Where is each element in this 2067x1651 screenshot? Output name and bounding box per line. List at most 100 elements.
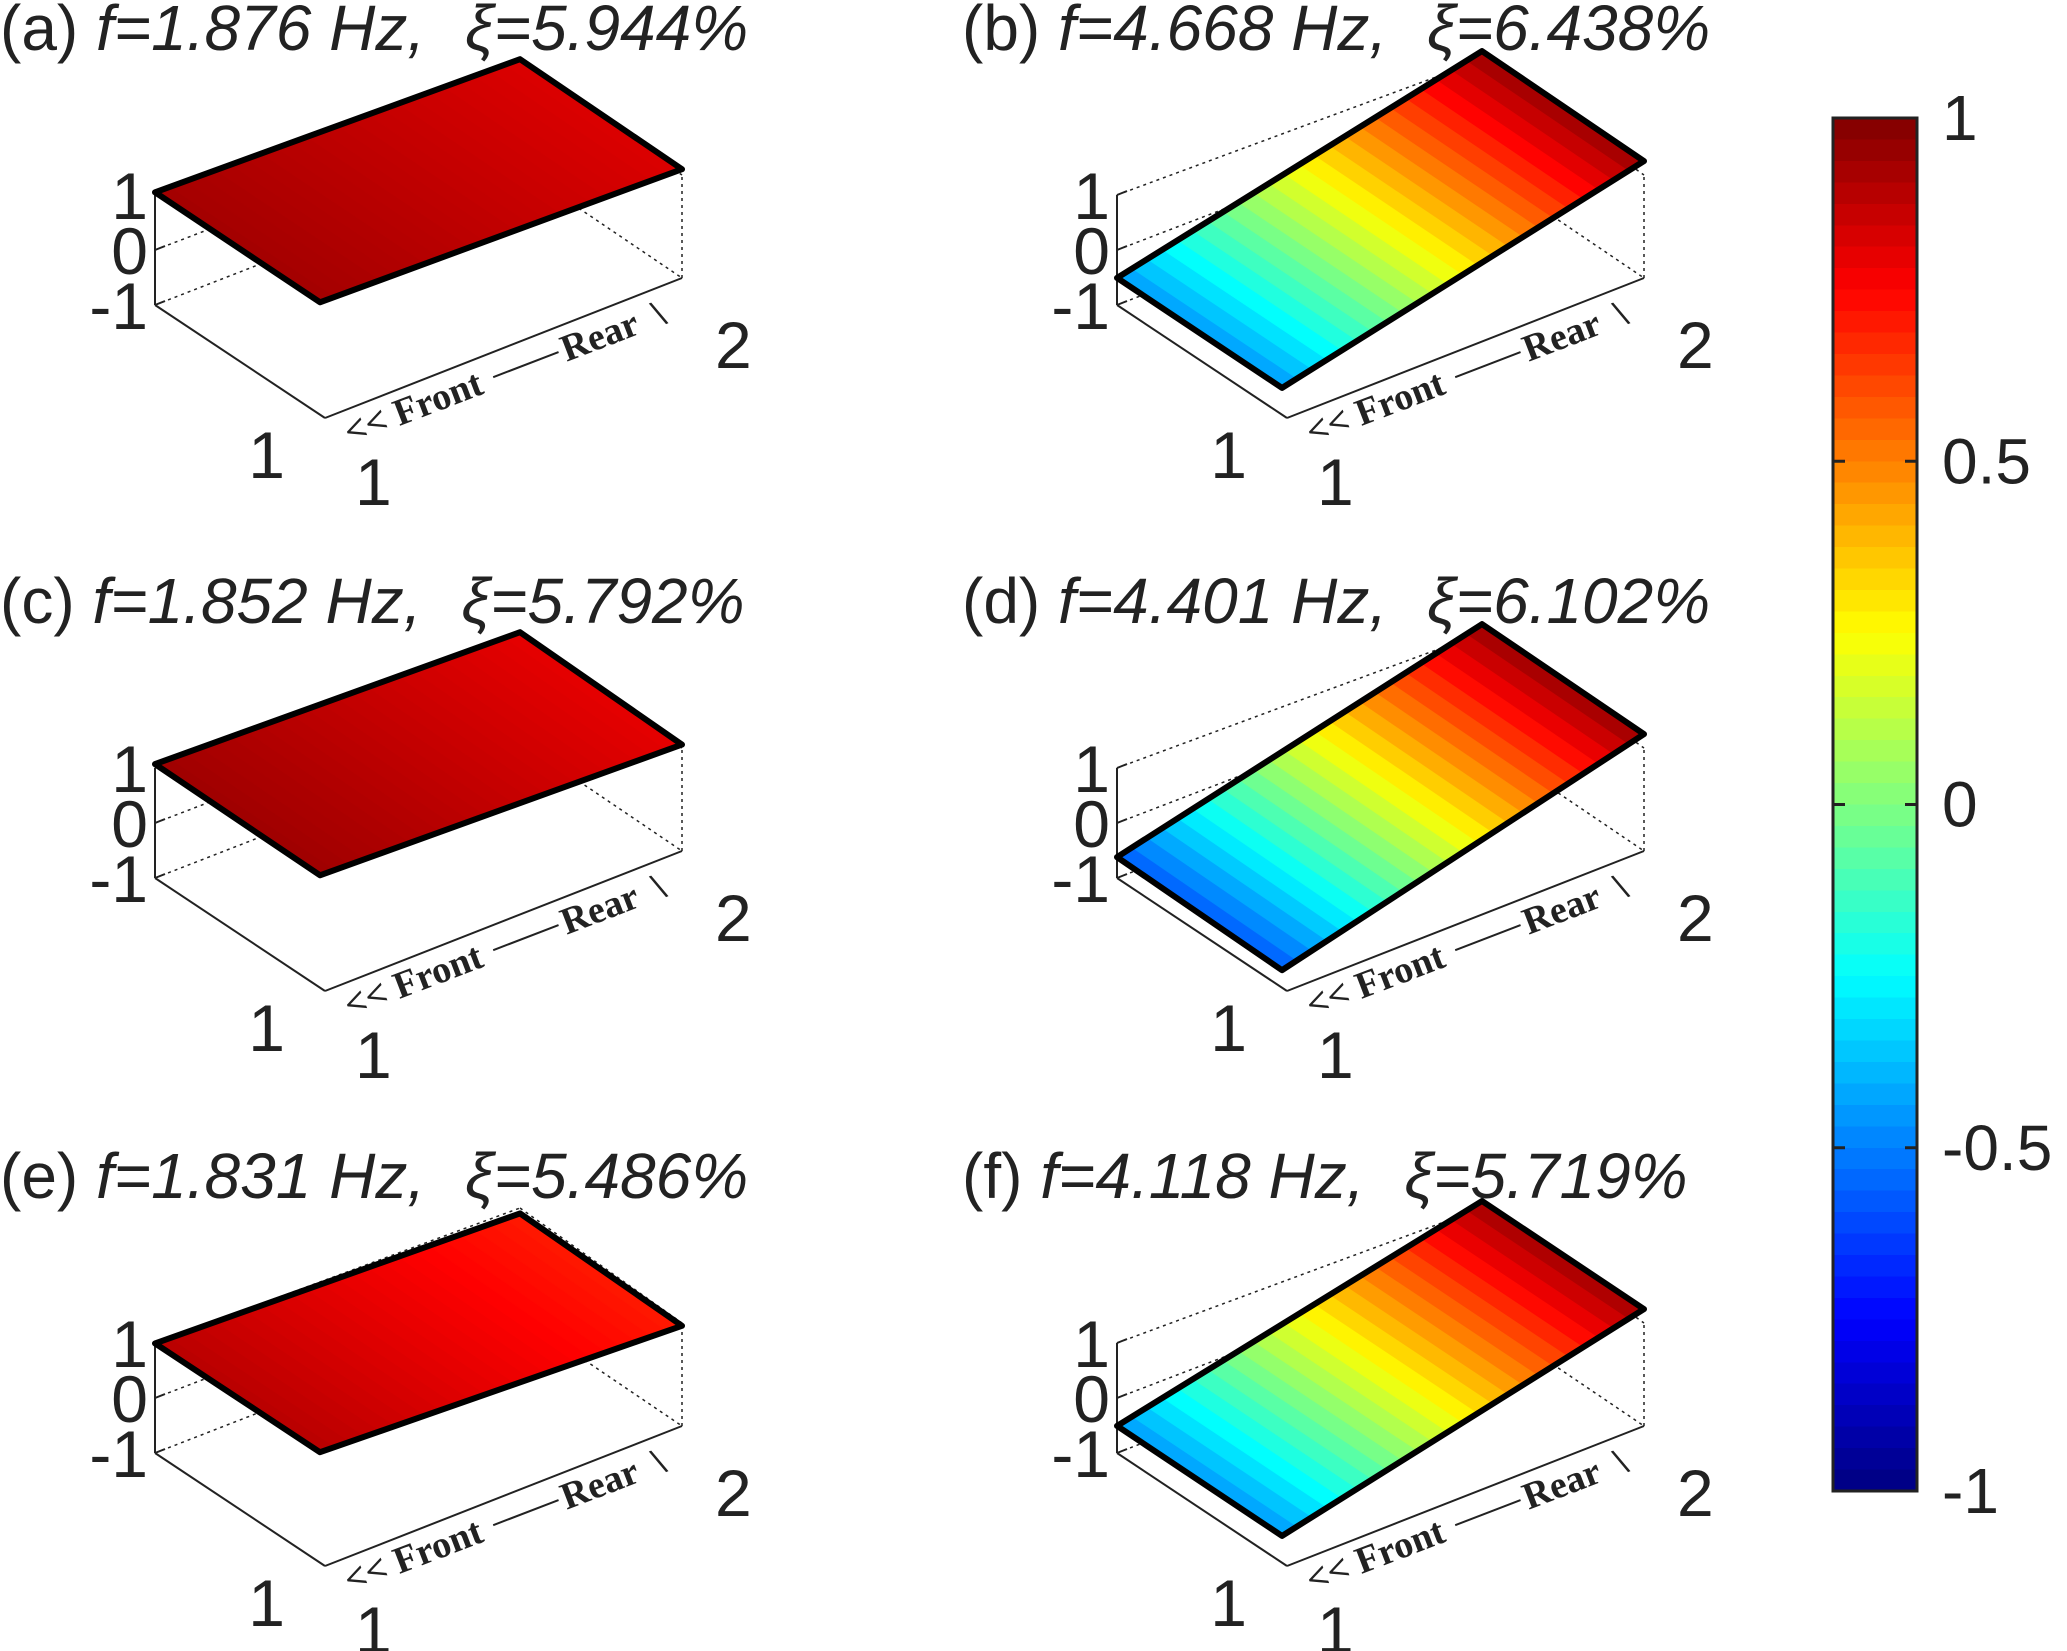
- axis-line-y: [1116, 304, 1288, 419]
- axis-line-y: [154, 304, 326, 419]
- damping-text: =5.792%: [490, 565, 744, 637]
- z-tick-label: 0: [111, 787, 148, 861]
- damping-symbol: ξ: [462, 565, 493, 637]
- z-tick-label: 1: [111, 732, 148, 806]
- panel-label: (d): [962, 565, 1058, 637]
- front-rear-dash: [1454, 351, 1521, 379]
- front-label: << Front: [338, 935, 489, 1026]
- rear-label: Rear: [555, 875, 645, 943]
- damping-symbol: ξ: [465, 0, 496, 64]
- grid-line: [1116, 109, 1483, 251]
- colorbar: 1 0.5 0 -0.5 -1: [1831, 82, 2052, 1527]
- damping-symbol: ξ: [1405, 1140, 1436, 1212]
- colorbar-tick-label: 0.5: [1942, 425, 2031, 497]
- z-tick-mark: [1116, 1393, 1128, 1399]
- rear-label: Rear: [1517, 302, 1607, 370]
- grid-line: [1116, 1207, 1483, 1344]
- panel-label: (c): [0, 565, 92, 637]
- z-tick-mark: [1116, 873, 1128, 879]
- frequency-text: f=1.831 Hz,: [96, 1140, 425, 1212]
- y-tick-label: 1: [1210, 418, 1247, 492]
- bracket-label: \: [1607, 292, 1633, 336]
- z-tick-label: 1: [1073, 1307, 1110, 1381]
- panel-label: (b): [962, 0, 1058, 64]
- mode-panel-a: (a) f=1.876 Hz, ξ=5.944%10-11 12<< FrontRe…: [0, 0, 752, 519]
- x-tick-label: 1: [355, 1018, 392, 1092]
- panel-title: (c) f=1.852 Hz, ξ=5.792%: [0, 565, 745, 637]
- grid-line: [1476, 1312, 1645, 1427]
- bracket-label: \: [645, 292, 671, 336]
- frequency-text: f=4.118 Hz,: [1040, 1140, 1364, 1212]
- z-tick-mark: [1116, 245, 1128, 251]
- axis-line-y: [1116, 877, 1288, 992]
- axis-line-y: [154, 1452, 326, 1567]
- front-rear-dash: [492, 1499, 559, 1527]
- z-tick-label: -1: [89, 269, 148, 343]
- plate-outline: [1114, 621, 1647, 974]
- front-rear-dash: [1454, 924, 1521, 952]
- grid-line: [514, 1312, 683, 1427]
- z-tick-mark: [1116, 1448, 1128, 1454]
- colorbar-tick-label: 1: [1942, 82, 1978, 154]
- colorbar-tick-label: -0.5: [1942, 1112, 2052, 1184]
- y-tick-label: 1: [248, 1566, 285, 1640]
- z-tick-label: -1: [1051, 269, 1110, 343]
- axis-line-x: [1286, 850, 1645, 992]
- x-tick-label: 1: [355, 445, 392, 519]
- z-tick-mark: [1116, 818, 1128, 824]
- z-tick-mark: [154, 245, 166, 251]
- colorbar-ticks: 1 0.5 0 -0.5 -1: [1833, 82, 2052, 1527]
- rear-label: Rear: [1517, 875, 1607, 943]
- damping-symbol: ξ: [465, 1140, 496, 1212]
- damping-text: =5.719%: [1433, 1140, 1687, 1212]
- x-tick-label: 2: [1677, 1456, 1714, 1530]
- rear-label: Rear: [1517, 1450, 1607, 1518]
- rear-label: Rear: [555, 1450, 645, 1518]
- z-tick-label: 0: [111, 1362, 148, 1436]
- panel-title: (e) f=1.831 Hz, ξ=5.486%: [0, 1140, 748, 1212]
- damping-text: =5.944%: [494, 0, 748, 64]
- z-tick-mark: [1116, 763, 1128, 769]
- z-tick-label: 1: [1073, 159, 1110, 233]
- frequency-text: f=4.401 Hz,: [1058, 565, 1387, 637]
- panel-title: (b) f=4.668 Hz, ξ=6.438%: [962, 0, 1710, 64]
- z-tick-mark: [154, 300, 166, 306]
- grid-line: [1476, 737, 1645, 852]
- z-tick-label: 0: [111, 214, 148, 288]
- z-tick-mark: [1116, 190, 1128, 196]
- panel-label: (a): [0, 0, 96, 64]
- z-tick-label: 0: [1073, 1362, 1110, 1436]
- x-tick-label: 1: [1317, 445, 1354, 519]
- z-tick-label: 1: [111, 1307, 148, 1381]
- front-rear-label: << Front Rear \: [338, 1440, 671, 1601]
- front-label: << Front: [1300, 362, 1451, 453]
- grid-line: [154, 1312, 516, 1454]
- z-tick-mark: [154, 818, 166, 824]
- grid-line: [154, 737, 516, 879]
- front-rear-dash: [492, 924, 559, 952]
- x-tick-label: 1: [1317, 1593, 1354, 1651]
- mode-panel-d: (d) f=4.401 Hz, ξ=6.102%10-11 12<< FrontRe…: [962, 565, 1714, 1092]
- bracket-label: \: [645, 1440, 671, 1484]
- panel-title: (a) f=1.876 Hz, ξ=5.944%: [0, 0, 748, 64]
- x-tick-label: 1: [1317, 1018, 1354, 1092]
- damping-symbol: ξ: [1427, 565, 1458, 637]
- panel-label: (e): [0, 1140, 96, 1212]
- mode-panel-b: (b) f=4.668 Hz, ξ=6.438%10-11 12<< FrontRe…: [962, 0, 1714, 519]
- damping-text: =6.102%: [1456, 565, 1710, 637]
- front-rear-dash: [492, 351, 559, 379]
- bracket-label: \: [1607, 1440, 1633, 1484]
- z-tick-label: -1: [1051, 1417, 1110, 1491]
- frequency-text: f=4.668 Hz,: [1058, 0, 1387, 64]
- mode-panel-f: (f) f=4.118 Hz, ξ=5.719%10-11 12<< FrontRe…: [962, 1140, 1714, 1651]
- z-tick-label: -1: [1051, 842, 1110, 916]
- x-tick-label: 1: [355, 1593, 392, 1651]
- plate-outline: [152, 629, 685, 879]
- y-tick-label: 1: [1210, 991, 1247, 1065]
- z-tick-mark: [1116, 300, 1128, 306]
- axis-line-x: [324, 850, 683, 992]
- colorbar-tick-label: 0: [1942, 769, 1978, 841]
- front-rear-label: << Front Rear \: [338, 865, 671, 1026]
- x-tick-label: 2: [715, 308, 752, 382]
- y-tick-label: 1: [1210, 1566, 1247, 1640]
